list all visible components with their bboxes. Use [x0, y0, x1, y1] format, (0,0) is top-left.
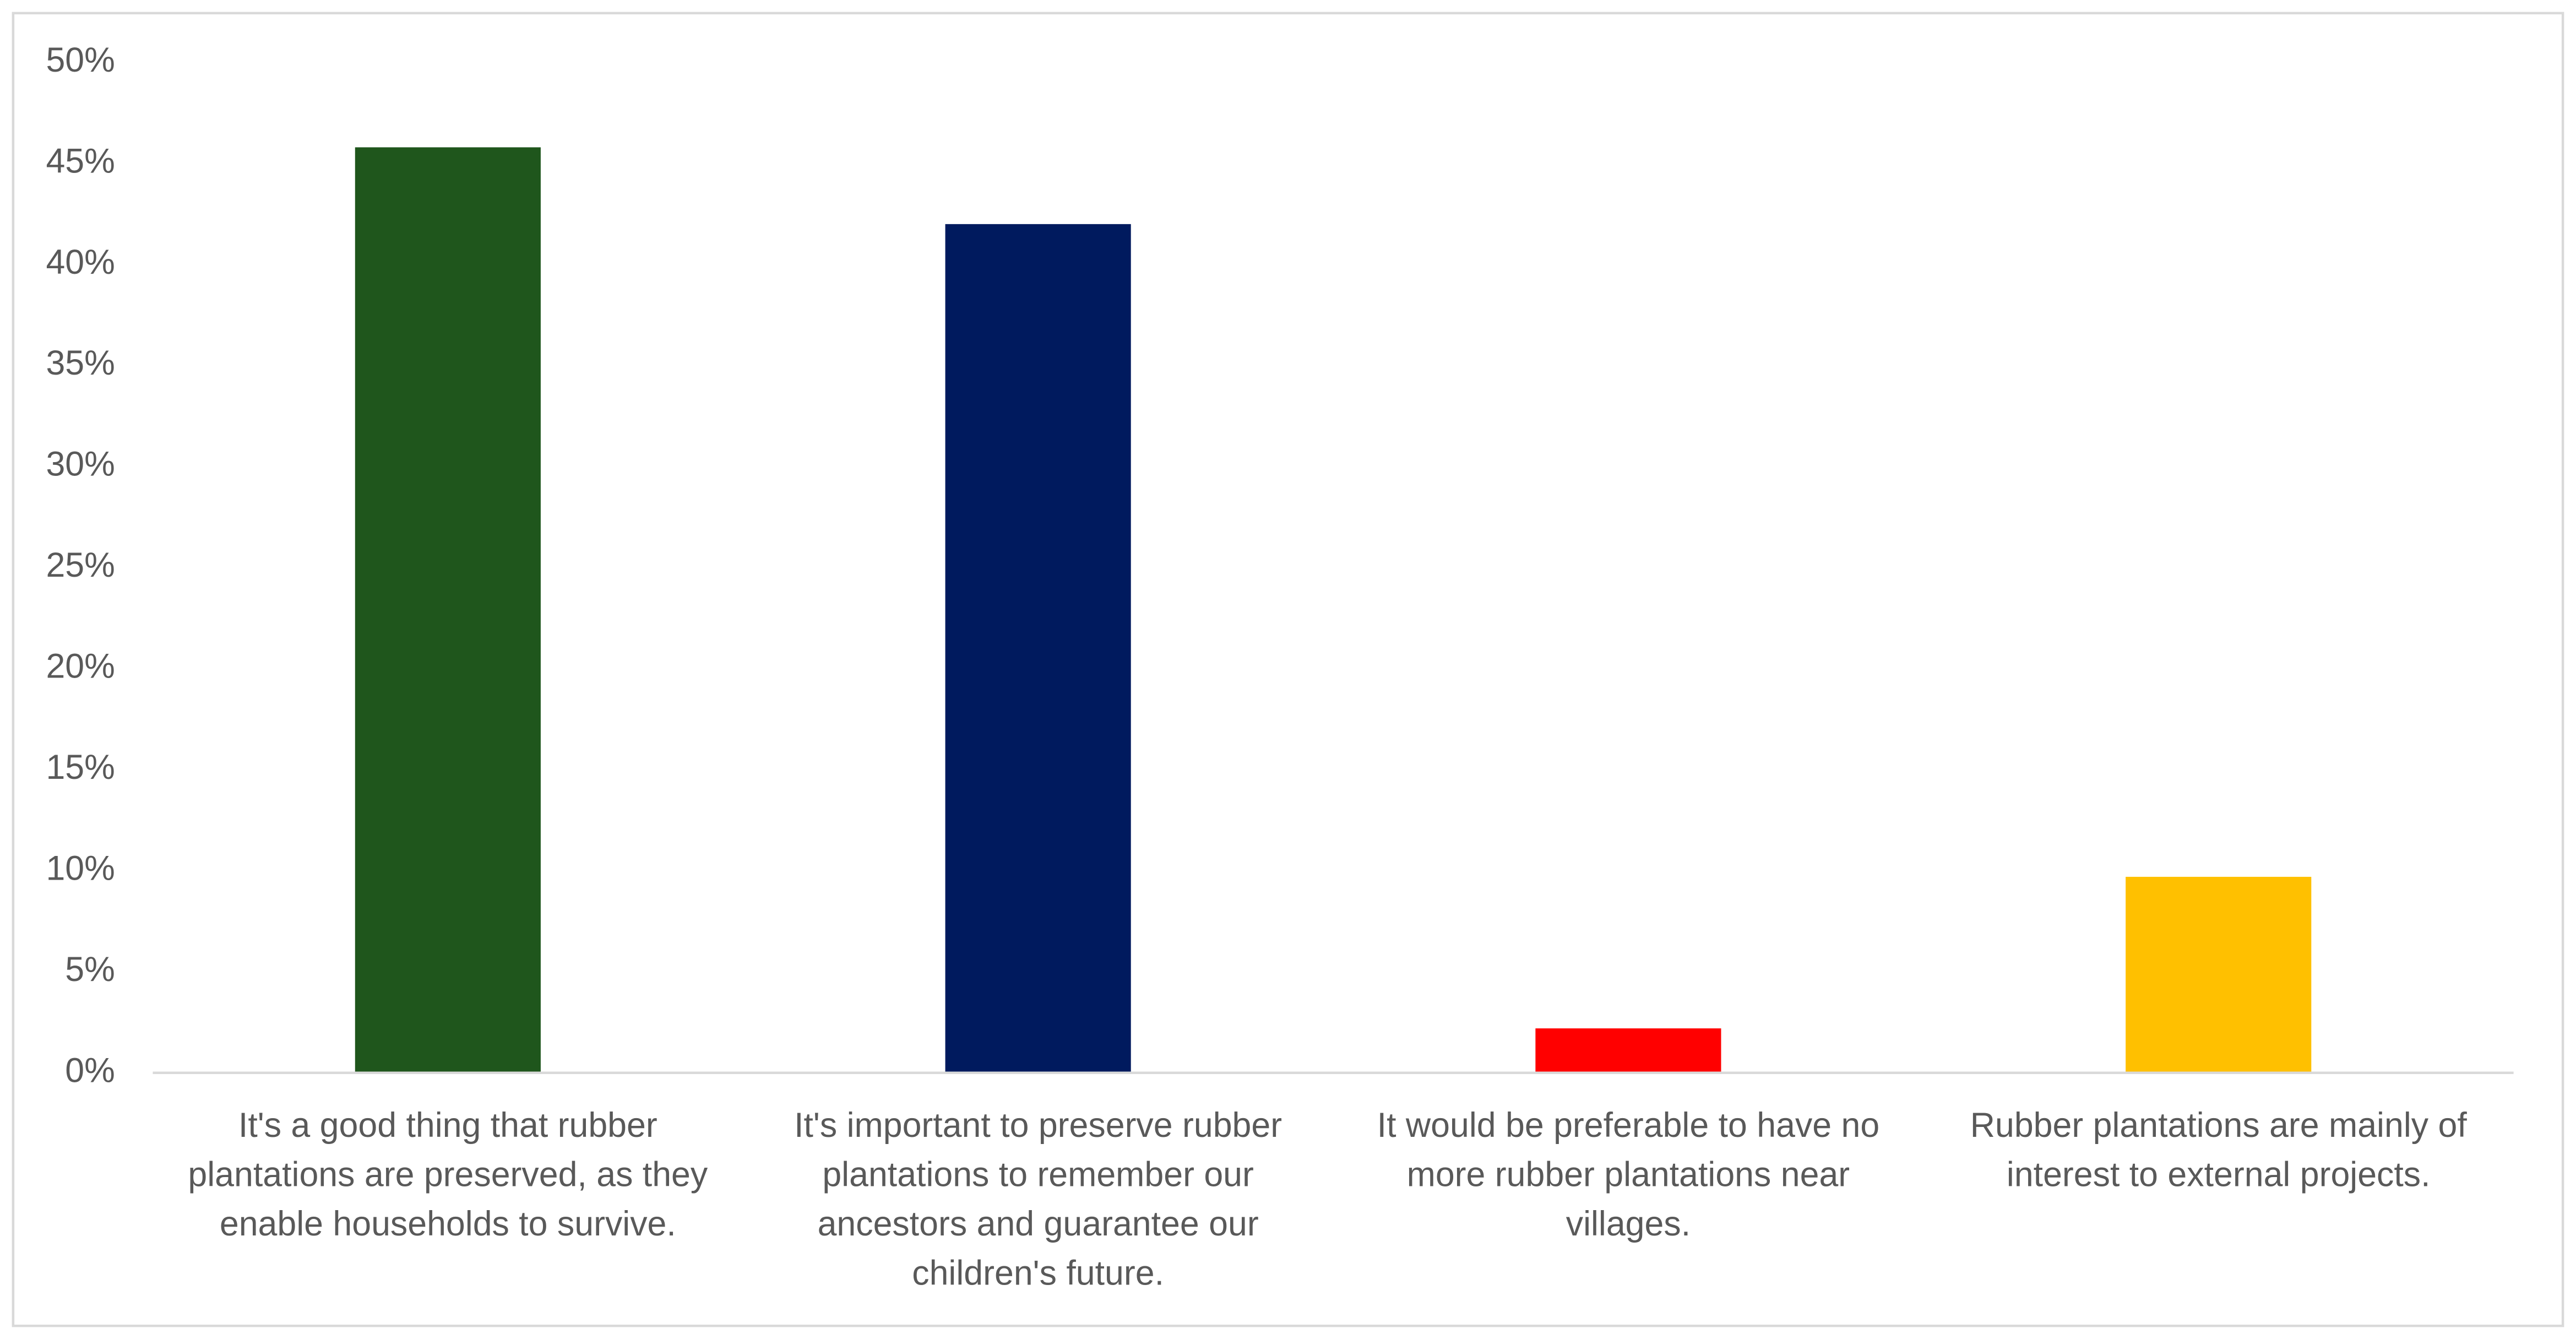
- bar: [1535, 1028, 1721, 1073]
- x-tick-label-box: It would be preferable to have no more r…: [1377, 1107, 1880, 1244]
- bar: [945, 224, 1131, 1073]
- y-tick-label: 15%: [46, 748, 115, 787]
- bar: [2126, 876, 2312, 1073]
- y-tick-label: 25%: [46, 546, 115, 584]
- y-tick-label: 20%: [46, 647, 115, 686]
- y-tick-label: 30%: [46, 445, 115, 484]
- x-tick-label: It would be preferable to have no more r…: [1377, 1107, 1880, 1244]
- x-tick-label: Rubber plantations are mainly of interes…: [1970, 1107, 2467, 1195]
- x-tick-label-box: It's a good thing that rubber plantation…: [188, 1107, 708, 1244]
- x-tick-label: It's important to preserve rubber planta…: [794, 1107, 1282, 1293]
- y-tick-label: 10%: [46, 849, 115, 887]
- y-tick-label: 35%: [46, 344, 115, 382]
- y-tick-label: 0%: [65, 1051, 115, 1089]
- y-tick-label: 40%: [46, 243, 115, 281]
- y-tick-label: 50%: [46, 41, 115, 79]
- x-tick-label-box: Rubber plantations are mainly of interes…: [1970, 1107, 2467, 1195]
- x-tick-label: It's a good thing that rubber plantation…: [188, 1107, 708, 1244]
- bar: [355, 147, 541, 1073]
- y-tick-label: 5%: [65, 950, 115, 989]
- y-tick-label: 45%: [46, 142, 115, 180]
- x-tick-label-box: It's important to preserve rubber planta…: [794, 1107, 1282, 1293]
